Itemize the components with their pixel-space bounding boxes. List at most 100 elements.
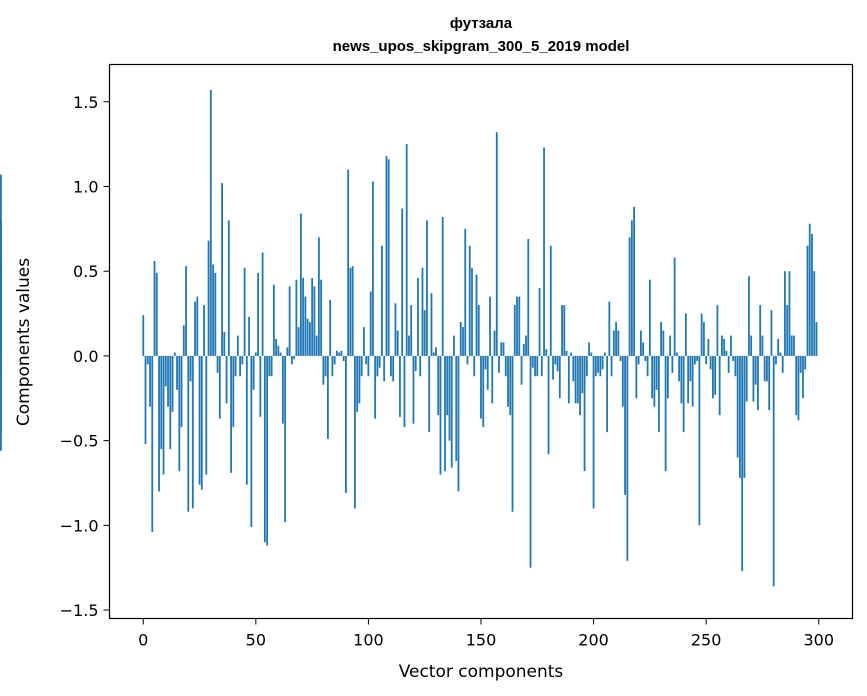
x-tick-label: 300 [803,631,834,650]
bar [723,338,726,356]
bar [369,291,372,356]
bar [295,279,298,356]
bar [272,284,275,356]
bar [793,335,795,356]
bar [383,355,386,382]
bar [176,355,178,390]
bar [475,274,478,356]
bar [444,355,446,472]
bar [493,330,496,356]
bar [725,350,728,356]
bar [761,335,764,356]
bar [585,355,588,377]
bar [563,305,566,356]
bar [741,355,744,572]
bar [363,327,365,356]
bar [757,355,759,411]
bar [234,355,237,377]
bar [635,355,638,399]
y-tick-label: 1.5 [73,93,98,112]
bar [432,352,435,356]
bar [489,296,491,356]
chart-title: футзала [450,15,513,32]
bar [552,355,554,380]
bar [775,355,777,365]
bar [169,355,172,450]
bar [547,355,550,455]
bar [430,293,433,356]
bar [484,355,487,370]
bar [716,305,719,356]
bar [721,335,723,356]
bar [277,345,280,356]
bar [574,355,577,404]
bar [642,342,645,356]
bar [354,355,356,509]
bar [606,355,608,433]
bar [495,132,498,356]
bar [732,355,735,361]
bar [155,272,158,356]
bar [358,355,361,404]
bar [583,355,586,472]
bar [682,355,685,433]
bar [209,89,212,356]
bar [324,355,327,377]
bar [502,342,505,356]
bar [734,355,737,377]
bar [286,347,289,356]
bar [428,355,431,433]
bar [392,355,395,382]
bar [218,355,221,419]
bar [712,355,714,399]
bar [261,252,264,356]
bar [417,277,419,356]
bar [637,355,640,365]
bar [703,322,705,356]
bar [320,279,323,356]
bar [687,355,690,404]
bar [401,208,404,356]
bar [739,355,741,478]
bar [615,322,617,356]
bar [662,330,665,356]
bar [293,355,296,360]
bar [275,338,278,356]
bar [599,355,602,377]
bar [671,355,674,373]
bar [648,279,651,356]
bar [317,237,320,356]
x-tick-label: 250 [691,631,722,650]
bar [655,355,658,390]
x-axis: 0 50 100 150 200 250 300 [138,618,834,650]
bar [381,245,383,356]
bar [399,355,401,417]
bar [736,355,739,458]
bar [322,355,325,385]
bar [178,355,181,472]
bar [146,355,149,365]
bar [435,347,437,356]
bar [153,261,156,356]
bar [142,315,145,356]
bar [212,264,214,356]
bar [673,257,676,356]
bar [545,349,548,356]
bar [657,355,660,433]
bar [376,355,379,377]
bar [633,206,635,356]
bar [518,296,521,356]
bar [743,355,746,478]
bar [468,245,471,356]
bar [0,338,2,356]
bar [520,355,523,385]
bar [194,301,196,356]
chart-subtitle: news_upos_skipgram_300_5_2019 model [333,38,630,55]
bar [144,355,147,444]
bar [412,355,415,424]
bar [473,355,476,377]
bar [588,342,590,356]
bar [509,355,512,416]
bar [254,352,257,356]
bar [482,355,485,428]
